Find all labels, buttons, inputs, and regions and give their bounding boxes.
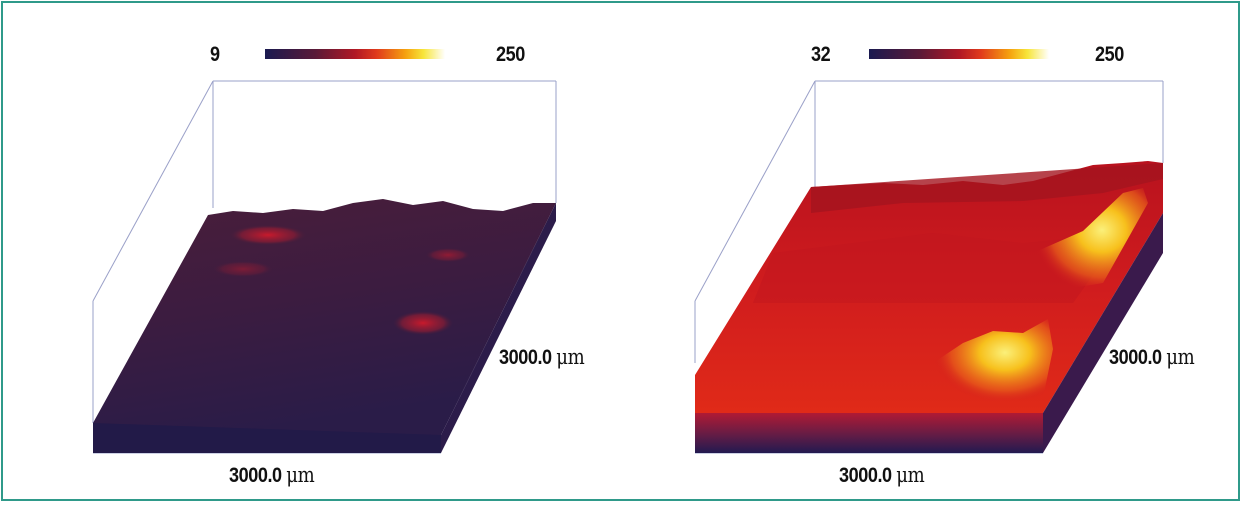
surface-side-front <box>695 413 1043 453</box>
surface-3d-left <box>92 80 557 454</box>
surface-plot-left: 9 250 <box>3 3 623 507</box>
scale-max-label: 250 <box>496 43 525 66</box>
x-extent-label: 3000.0 μm <box>229 463 315 487</box>
surface-top <box>93 199 556 435</box>
y-extent-label: 3000.0 μm <box>1109 345 1195 369</box>
scale-max-label: 250 <box>1095 43 1124 66</box>
scale-min-label: 32 <box>811 43 831 66</box>
colorbar-left <box>265 49 445 59</box>
surface-3d-right <box>694 80 1164 454</box>
y-extent-label: 3000.0 μm <box>499 345 585 369</box>
scale-min-label: 9 <box>210 43 220 66</box>
surface-plot-right: 32 250 <box>603 3 1243 507</box>
colorbar-right <box>869 49 1049 59</box>
surface-side-right <box>441 203 556 453</box>
surface-side-front <box>93 423 441 453</box>
x-extent-label: 3000.0 μm <box>839 463 925 487</box>
surface-side-right <box>1043 213 1163 453</box>
